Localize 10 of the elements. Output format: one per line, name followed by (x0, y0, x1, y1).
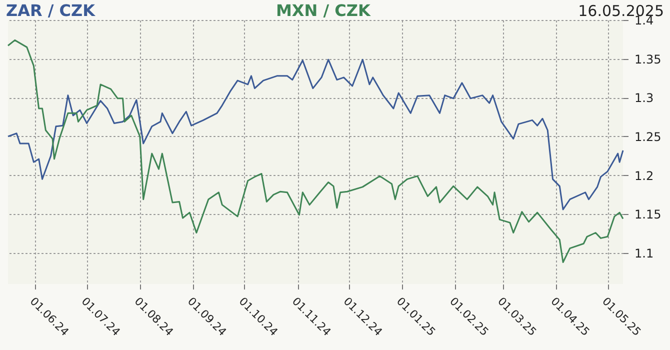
y-tick-label: 1.2 (634, 168, 654, 183)
text: ZAR / CZK (6, 1, 96, 20)
text: MXN / CZK (276, 1, 370, 20)
y-tick-label: 1.3 (634, 91, 654, 106)
y-tick-label: 1.35 (634, 52, 662, 66)
y-tick-label: 1.15 (634, 208, 662, 222)
y-tick-label: 1.25 (634, 130, 662, 144)
line-series (7, 58, 624, 210)
y-tick-label: 1.1 (634, 246, 654, 260)
line-series (7, 39, 624, 264)
